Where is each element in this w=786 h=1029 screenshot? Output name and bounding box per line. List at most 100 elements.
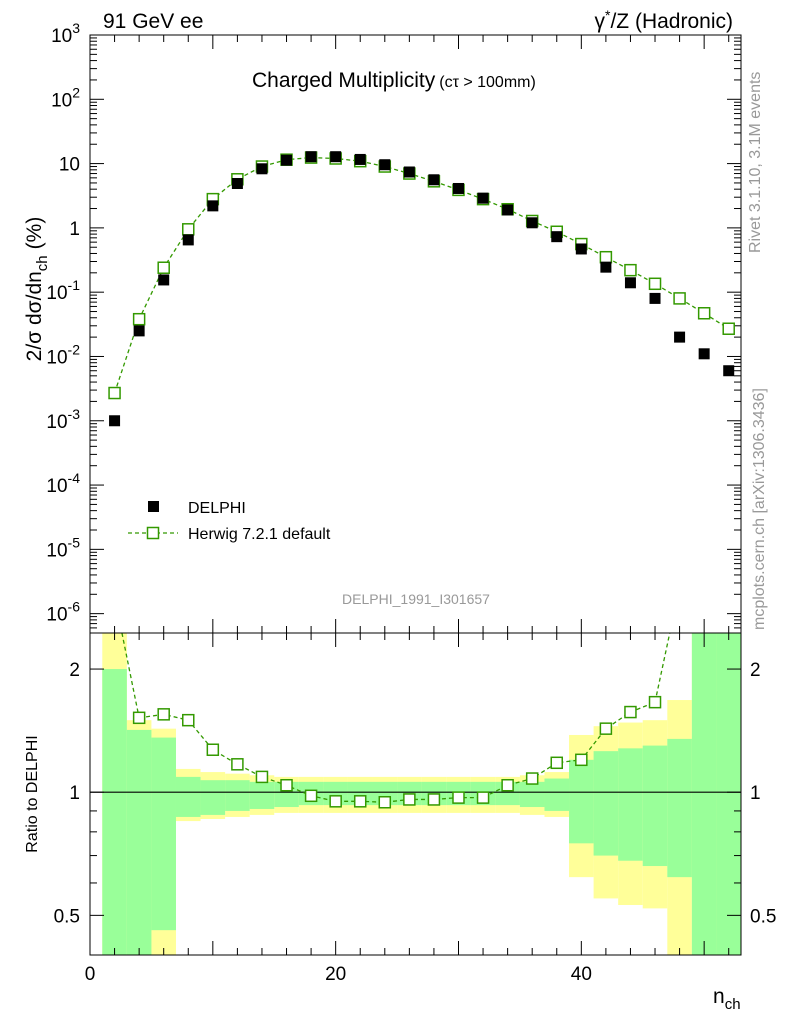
y-tick-label-base: 10	[46, 476, 67, 497]
chart-subtitle: (cτ > 100mm)	[439, 74, 536, 91]
main-ylabel-main: 2/σ dσ/dn	[23, 271, 46, 361]
data-point	[600, 261, 612, 273]
inner-band-bin	[716, 633, 741, 955]
data-point	[551, 231, 563, 243]
data-series	[109, 151, 735, 427]
data-point	[109, 415, 121, 427]
y-tick-label-exp: 3	[72, 20, 80, 36]
ratio-panel: 0.5 0.51 12 20 20 40 Ratio to DELPHI nch	[24, 632, 776, 1013]
y-tick-label-exp: -3	[68, 406, 81, 422]
main-ylabel-sub: ch	[34, 255, 51, 271]
data-point	[452, 182, 464, 194]
ratio-mc-series	[121, 632, 671, 809]
data-point	[256, 163, 268, 175]
ratio-y-tick-label-right: 2	[750, 660, 761, 681]
inner-band-bin	[151, 737, 176, 931]
mc-series	[108, 151, 735, 400]
data-point	[158, 274, 170, 286]
ratio-mc-point	[157, 708, 170, 721]
header-left-label: 91 GeV ee	[103, 10, 203, 33]
ratio-x-tick-label: 20	[325, 964, 346, 985]
inner-band-bin	[569, 759, 594, 844]
y-tick-label: 102	[51, 84, 80, 111]
y-tick-label-exp: 2	[72, 84, 80, 100]
ratio-bands	[90, 633, 741, 955]
main-ylabel-unit: (%)	[23, 217, 46, 250]
ratio-x-tick-label: 0	[85, 964, 96, 985]
y-tick-label: 103	[51, 20, 80, 47]
inner-band-bin	[618, 748, 643, 861]
analysis-label: DELPHI_1991_I301657	[342, 591, 490, 607]
mc-point	[182, 223, 195, 236]
y-tick-label: 10	[59, 155, 80, 176]
inner-band-bin	[175, 776, 201, 817]
ratio-mc-point	[255, 770, 269, 784]
data-point	[649, 292, 661, 304]
ratio-offscale-left	[121, 632, 140, 718]
mc-point	[624, 263, 637, 277]
y-tick-label-exp: -1	[68, 277, 81, 293]
chart-title: Charged Multiplicity (cτ > 100mm)	[252, 69, 536, 92]
mc-point	[599, 250, 613, 264]
data-point	[305, 151, 317, 163]
mcplots-label: mcplots.cern.ch [arXiv:1306.3436]	[751, 388, 768, 630]
inner-band-bin	[225, 780, 250, 811]
ratio-x-tick-label: 40	[571, 964, 592, 985]
header-right-star: *	[605, 7, 611, 23]
data-point	[624, 277, 636, 289]
y-tick-label-base: 10	[46, 605, 67, 626]
ratio-frame	[89, 632, 742, 956]
header-right-label: γ*/Z (Hadronic)	[595, 7, 733, 33]
header-right-gamma: γ	[595, 10, 606, 33]
header-right-rest: /Z (Hadronic)	[610, 10, 733, 33]
data-point	[575, 243, 587, 255]
ratio-mc-point	[378, 796, 392, 809]
inner-band-bin	[200, 780, 226, 815]
y-tick-label: 10-2	[46, 341, 80, 368]
y-tick-label-exp: -4	[68, 470, 81, 486]
rivet-label: Rivet 3.1.10, 3.1M events	[747, 72, 764, 253]
ratio-mc-point	[427, 793, 441, 806]
data-point	[379, 159, 391, 171]
inner-band-bin	[519, 781, 545, 808]
mc-point	[132, 312, 146, 326]
data-point	[182, 234, 194, 246]
data-point	[231, 178, 243, 190]
ratio-mc-point	[501, 778, 514, 792]
data-point	[723, 365, 735, 377]
ratio-y-tick-label-right: 1	[750, 783, 761, 804]
ratio-axis-ticks: 0.5 0.51 12 20 20 40	[54, 633, 776, 985]
data-point	[698, 348, 710, 360]
ratio-mc-point	[132, 711, 146, 725]
mc-point	[697, 307, 711, 320]
legend-data-label: DELPHI	[188, 500, 246, 517]
data-point	[354, 153, 366, 165]
y-tick-label-base: 10	[46, 540, 67, 561]
data-point	[207, 200, 219, 212]
y-tick-label: 10-3	[46, 406, 80, 433]
y-tick-label: 10-4	[46, 470, 80, 497]
inner-band-bin	[126, 729, 152, 955]
data-point	[428, 174, 440, 186]
inner-band-bin	[667, 738, 692, 878]
main-ylabel: 2/σ dσ/dnch (%)	[23, 217, 51, 362]
ratio-ylabel: Ratio to DELPHI	[24, 735, 41, 852]
mc-point	[108, 386, 121, 400]
legend-mc-label: Herwig 7.2.1 default	[188, 526, 331, 543]
y-tick-label-exp: -6	[68, 599, 81, 615]
inner-band-bin	[593, 751, 619, 856]
ratio-mc-point	[353, 795, 367, 808]
inner-band-bin	[642, 745, 668, 867]
ratio-mc-point	[624, 705, 637, 719]
data-point	[526, 217, 538, 229]
mc-point	[157, 261, 170, 274]
y-tick-label: 10-6	[46, 599, 80, 626]
ratio-mc-point	[648, 695, 662, 709]
ratio-mc-line	[139, 701, 656, 803]
y-tick-label: 1	[69, 219, 80, 240]
ratio-mc-point	[550, 756, 564, 770]
y-tick-label-base: 10	[51, 90, 72, 111]
data-point	[502, 204, 514, 216]
